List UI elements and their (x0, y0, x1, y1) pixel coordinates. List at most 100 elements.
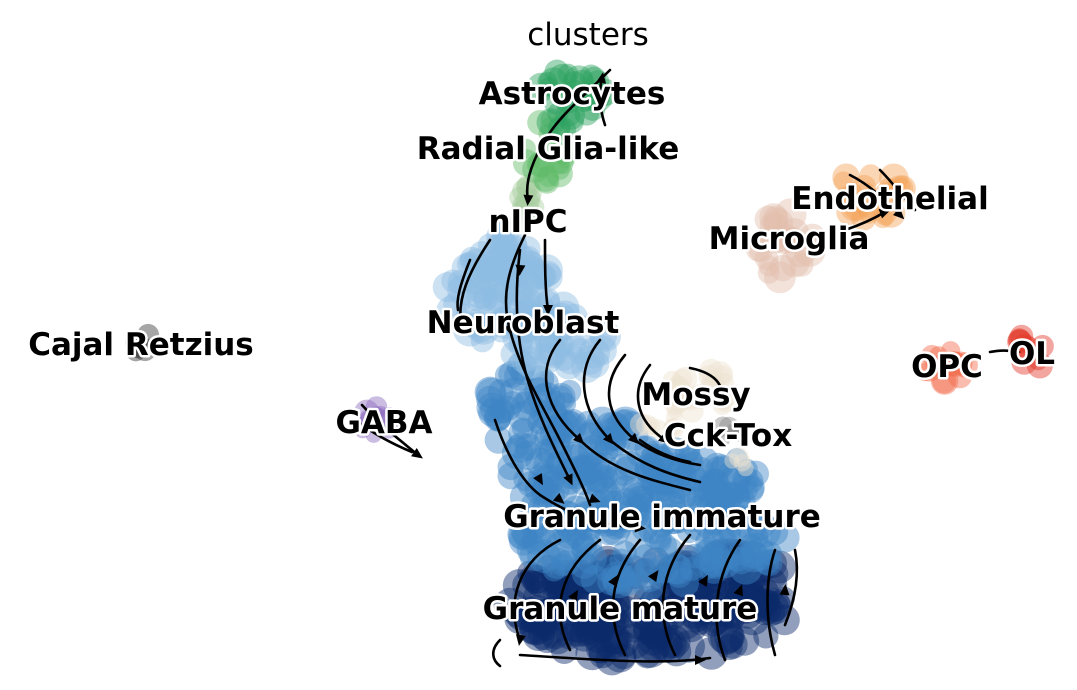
cell-point (715, 431, 731, 447)
cell-point (695, 527, 726, 557)
cell-point (614, 456, 640, 482)
cell-point (569, 617, 600, 647)
cell-point (610, 409, 636, 434)
cell-point (468, 253, 497, 282)
cluster-label: OPC (911, 349, 983, 385)
cell-point (581, 594, 617, 631)
velocity-streamline (558, 538, 602, 652)
cell-point (137, 323, 160, 346)
cell-point (764, 261, 796, 294)
cell-point (835, 186, 857, 208)
cell-point (492, 400, 515, 423)
velocity-streamline (491, 638, 502, 668)
cell-point (671, 605, 709, 643)
cell-point (705, 479, 730, 504)
cell-point (515, 319, 539, 343)
cell-point (542, 623, 574, 655)
cell-point (551, 333, 575, 358)
cell-point (952, 352, 978, 378)
cell-point (668, 390, 691, 413)
cell-point (562, 333, 587, 358)
cell-point (575, 488, 609, 523)
cell-point (728, 447, 750, 468)
cell-point (719, 416, 740, 437)
cell-point (1008, 328, 1031, 352)
cell-point (695, 566, 724, 596)
cell-point (587, 612, 617, 642)
cell-point (687, 468, 711, 492)
cell-point (441, 269, 464, 293)
cell-point (528, 263, 555, 290)
cell-point (532, 622, 563, 654)
velocity-arrowhead (552, 492, 565, 504)
cluster-label: Cck-Tox (664, 418, 792, 454)
cell-point (577, 564, 610, 598)
cell-point (548, 115, 571, 139)
cell-point (553, 515, 587, 550)
cell-point (505, 435, 530, 459)
cell-point (697, 502, 731, 535)
cell-point (590, 545, 624, 580)
cell-point (701, 540, 730, 569)
cell-point (638, 551, 672, 584)
cell-point (531, 475, 559, 504)
cell-point (561, 617, 586, 643)
velocity-arrowhead (411, 448, 423, 459)
cell-point (524, 473, 556, 505)
cell-point (503, 232, 528, 257)
cell-point (711, 524, 735, 547)
cell-point (551, 152, 574, 175)
cell-point (947, 363, 973, 389)
cell-point (557, 601, 583, 627)
cell-point (502, 290, 536, 324)
cell-point (719, 630, 748, 659)
cell-point (741, 571, 769, 599)
cell-point (732, 473, 751, 492)
cell-point (746, 511, 775, 541)
cell-point (1011, 348, 1038, 375)
cell-point (758, 592, 789, 623)
cell-point (490, 233, 520, 263)
cell-point (542, 558, 566, 582)
cell-point (544, 596, 579, 631)
cell-point (734, 600, 763, 629)
cell-point (740, 559, 770, 590)
cell-point (580, 348, 610, 379)
cell-point (757, 262, 780, 284)
cell-point (637, 460, 670, 493)
cell-point (940, 341, 961, 361)
cell-point (576, 564, 604, 592)
cell-point (513, 440, 543, 470)
cell-point (536, 311, 560, 336)
cell-point (662, 370, 682, 390)
cell-point (595, 490, 626, 521)
cell-point (1007, 329, 1032, 355)
cell-point (571, 517, 595, 540)
cell-point (572, 510, 604, 541)
cell-point (496, 395, 522, 421)
cell-point (650, 627, 687, 663)
cell-point (739, 475, 765, 501)
cell-point (603, 639, 637, 673)
cell-point (720, 463, 751, 494)
cell-point (740, 532, 774, 565)
velocity-arrowhead (515, 264, 526, 276)
cell-point (480, 397, 505, 422)
cell-point (601, 424, 627, 451)
cell-point (626, 435, 660, 469)
velocity-streamline (783, 548, 799, 627)
cell-point (509, 186, 531, 208)
cell-point (564, 65, 594, 95)
cell-point (605, 413, 629, 438)
cell-point (581, 560, 613, 593)
cell-point (731, 549, 763, 581)
cell-point (770, 523, 800, 553)
cell-point (636, 627, 672, 663)
cell-point (488, 237, 515, 263)
cell-point (558, 379, 582, 404)
cell-point (521, 564, 551, 595)
cell-point (697, 492, 723, 519)
cell-point (714, 486, 742, 513)
cell-point (491, 244, 524, 277)
cell-point (657, 504, 687, 534)
